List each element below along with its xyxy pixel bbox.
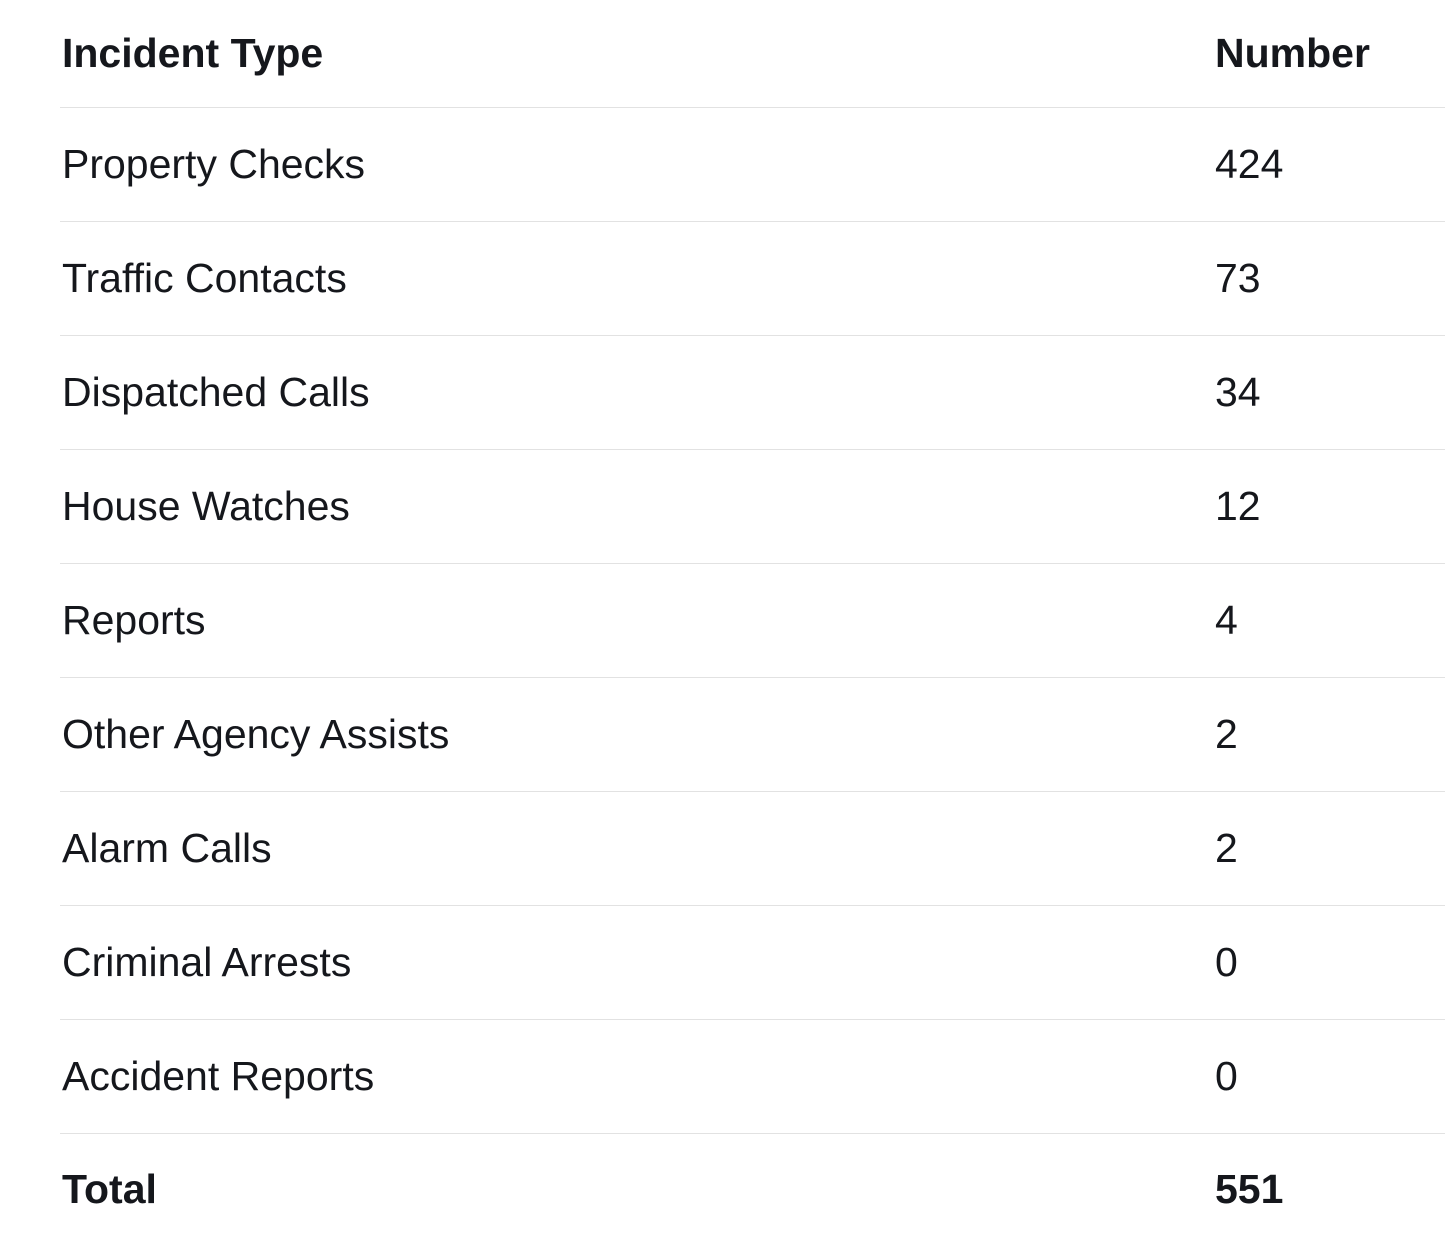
column-header-number: Number xyxy=(1215,30,1370,76)
row-label: Dispatched Calls xyxy=(62,369,370,415)
table-row: Other Agency Assists 2 xyxy=(60,678,1445,792)
row-value: 73 xyxy=(1215,255,1261,301)
row-value: 424 xyxy=(1215,141,1284,187)
table-row: House Watches 12 xyxy=(60,450,1445,564)
total-row: Total 551 xyxy=(60,1134,1445,1244)
row-label: Reports xyxy=(62,597,206,643)
table-row: Dispatched Calls 34 xyxy=(60,336,1445,450)
row-value: 4 xyxy=(1215,597,1238,643)
row-value: 0 xyxy=(1215,939,1238,985)
row-label: Traffic Contacts xyxy=(62,255,347,301)
row-label: House Watches xyxy=(62,483,350,529)
table-row: Accident Reports 0 xyxy=(60,1020,1445,1134)
row-label: Other Agency Assists xyxy=(62,711,450,757)
table-row: Alarm Calls 2 xyxy=(60,792,1445,906)
row-label: Property Checks xyxy=(62,141,366,187)
table-row: Traffic Contacts 73 xyxy=(60,222,1445,336)
total-label: Total xyxy=(62,1165,157,1212)
column-header-incident-type: Incident Type xyxy=(62,30,324,76)
table-row: Criminal Arrests 0 xyxy=(60,906,1445,1020)
row-label: Alarm Calls xyxy=(62,825,272,871)
total-value: 551 xyxy=(1215,1165,1284,1212)
row-value: 34 xyxy=(1215,369,1261,415)
incident-table: Incident Type Number Property Checks 424… xyxy=(60,0,1445,1244)
table-row: Reports 4 xyxy=(60,564,1445,678)
row-value: 2 xyxy=(1215,711,1238,757)
row-label: Accident Reports xyxy=(62,1053,375,1099)
row-label: Criminal Arrests xyxy=(62,939,352,985)
table-header-row: Incident Type Number xyxy=(60,0,1445,108)
table-row: Property Checks 424 xyxy=(60,108,1445,222)
row-value: 2 xyxy=(1215,825,1238,871)
row-value: 0 xyxy=(1215,1053,1238,1099)
row-value: 12 xyxy=(1215,483,1261,529)
